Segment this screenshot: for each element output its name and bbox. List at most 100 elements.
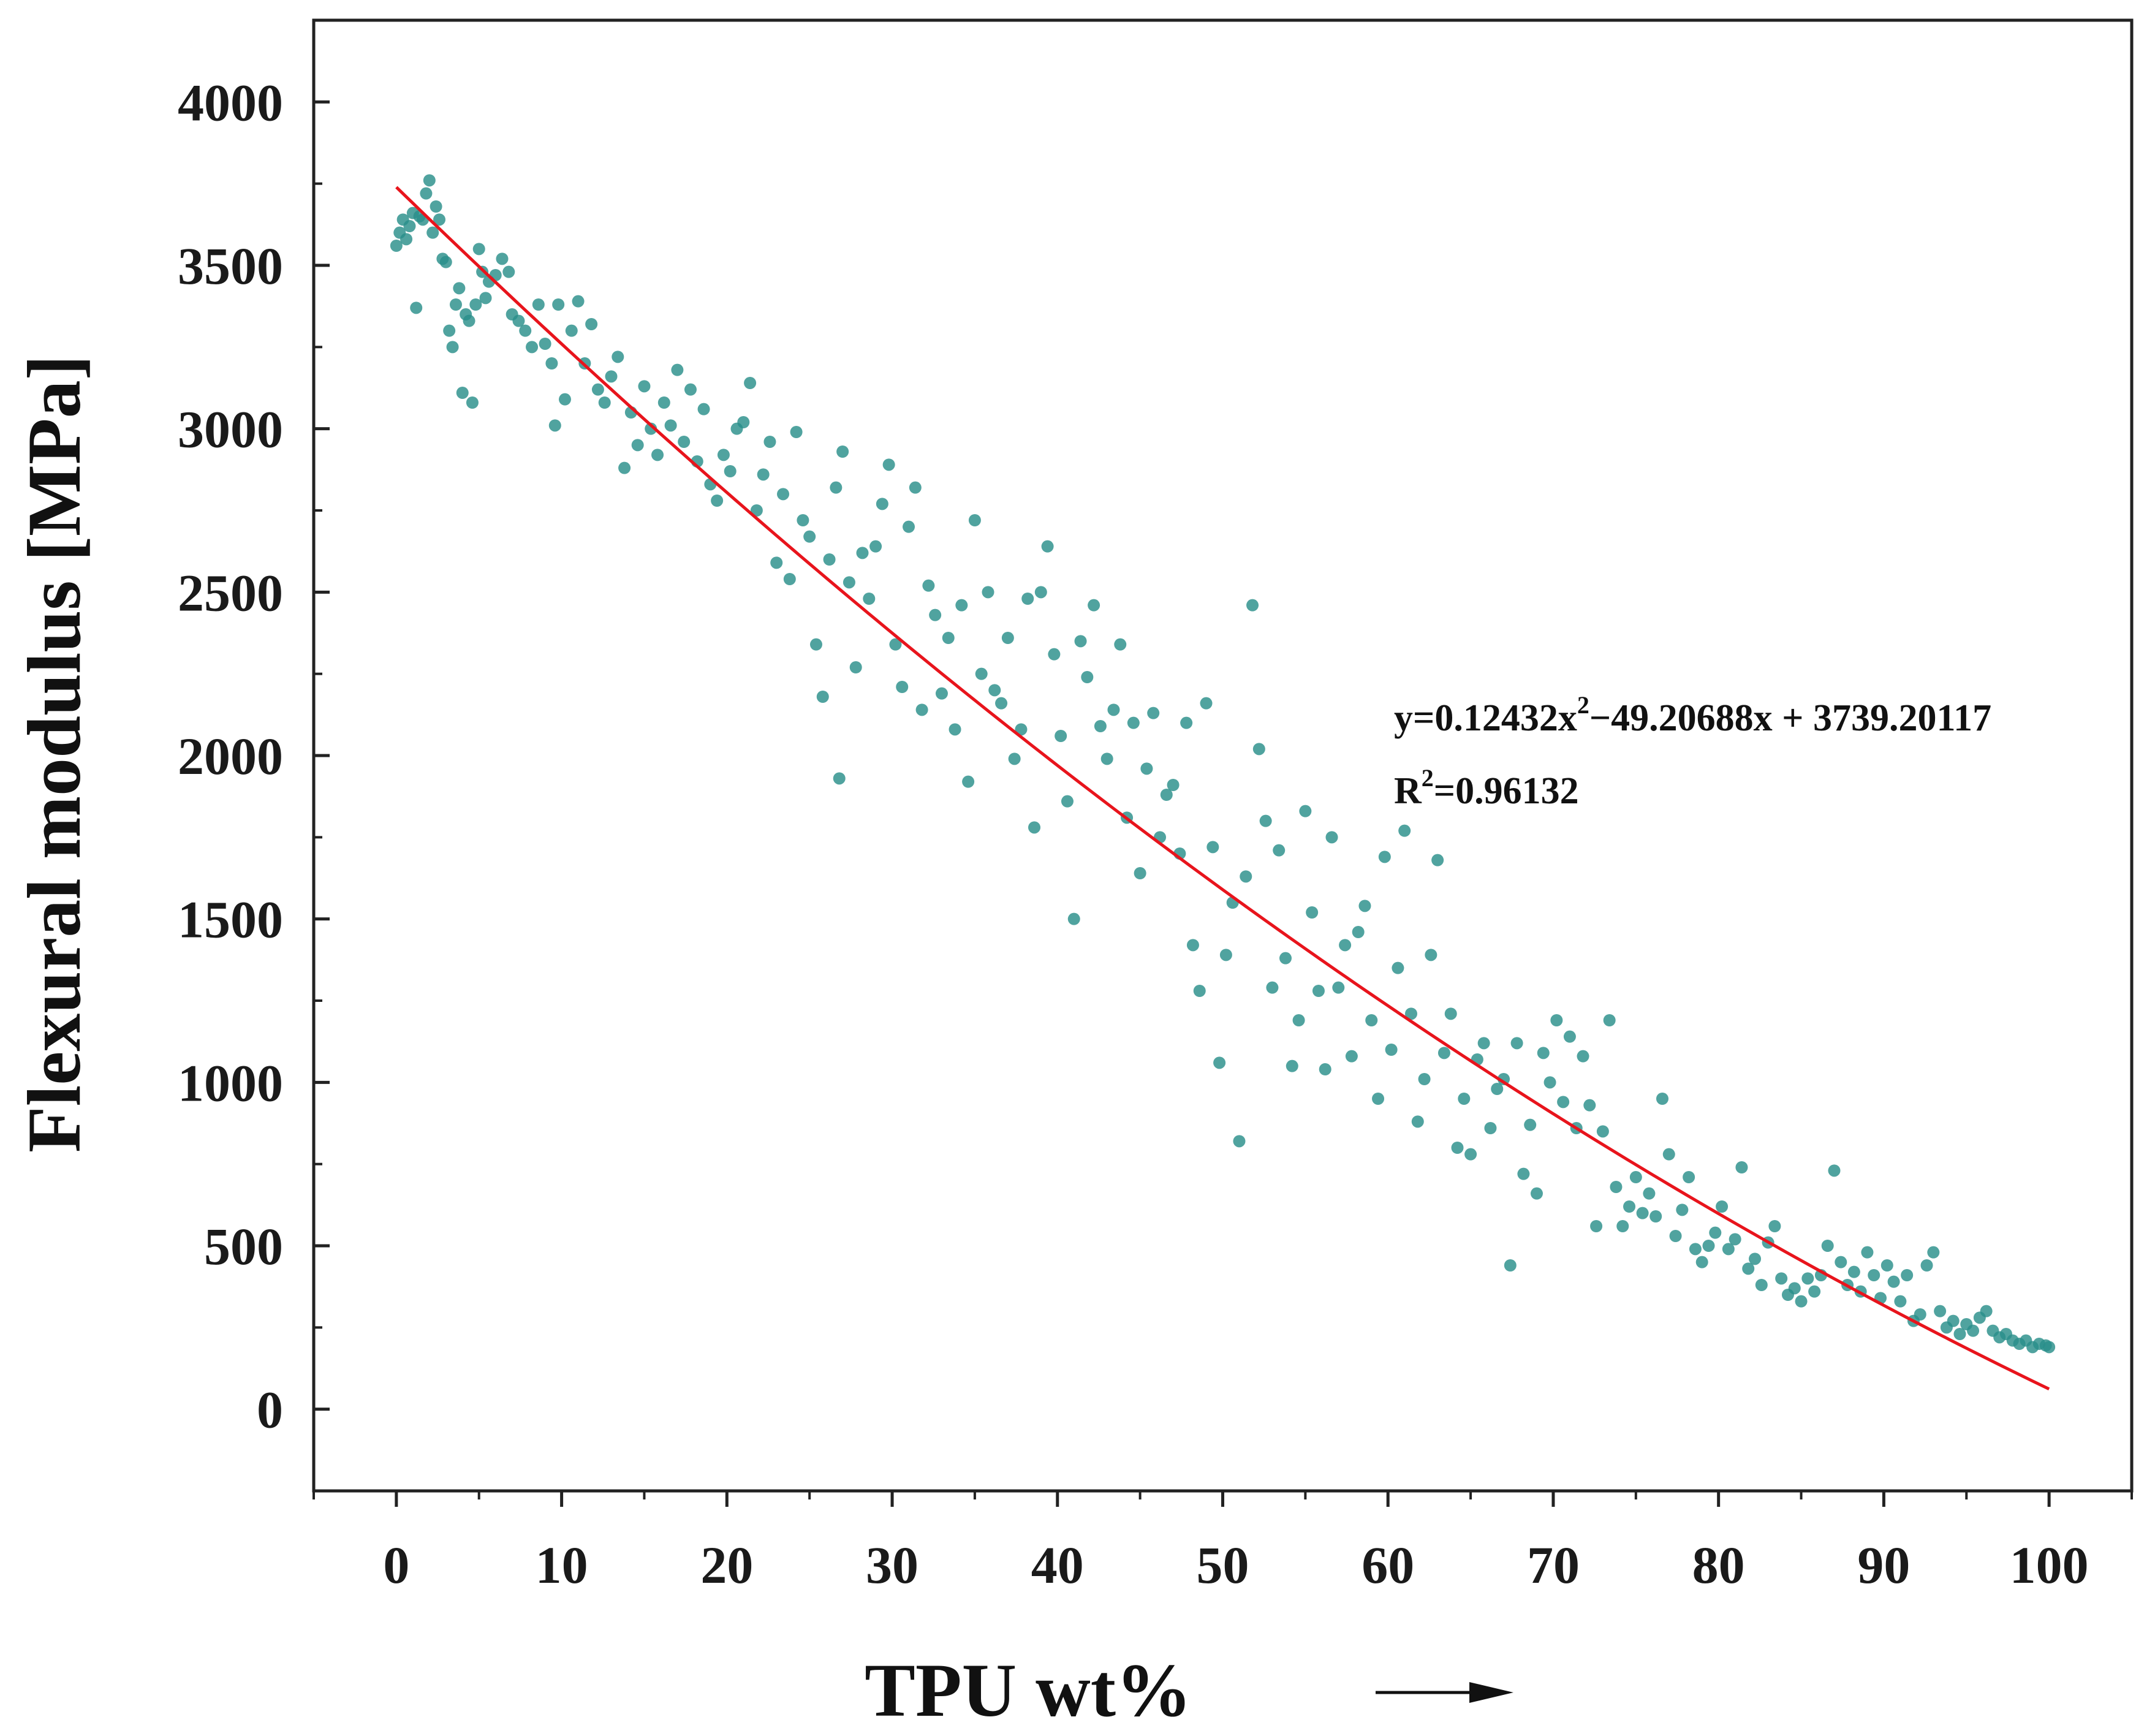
data-point — [1629, 1171, 1642, 1183]
data-point — [1252, 743, 1265, 756]
data-point — [1847, 1265, 1860, 1278]
data-point — [1279, 952, 1292, 965]
data-point — [962, 775, 975, 788]
data-point — [466, 396, 479, 409]
data-point — [856, 547, 869, 559]
data-point — [1795, 1295, 1808, 1308]
data-point — [1392, 961, 1404, 974]
data-point — [1286, 1059, 1298, 1072]
data-point — [1015, 723, 1028, 736]
x-axis-ticks: 0 10 20 30 40 50 60 70 80 90 100 — [312, 1491, 2133, 1594]
data-point — [803, 530, 816, 543]
data-point — [1425, 949, 1437, 961]
data-point — [1920, 1259, 1933, 1272]
data-point — [770, 556, 783, 569]
data-point — [1200, 697, 1213, 710]
data-point — [1477, 1037, 1490, 1050]
data-point — [809, 638, 822, 651]
data-point — [1246, 599, 1259, 612]
fit-equation-exponent: 2 — [1577, 691, 1589, 719]
data-point — [1127, 716, 1140, 729]
data-point — [1061, 795, 1074, 808]
data-point — [426, 226, 439, 239]
data-point — [558, 393, 571, 406]
data-point — [1458, 1093, 1471, 1105]
data-point — [797, 514, 809, 526]
data-point — [502, 265, 515, 278]
data-point — [1861, 1246, 1874, 1259]
data-point — [1616, 1220, 1629, 1232]
data-point — [1835, 1256, 1847, 1268]
data-point — [1543, 1076, 1556, 1089]
data-point — [1901, 1269, 1914, 1281]
data-point — [1240, 870, 1252, 883]
data-point — [1887, 1275, 1900, 1288]
data-point — [390, 240, 403, 252]
data-point — [1088, 599, 1100, 612]
data-point — [605, 370, 618, 383]
fit-r2: R2=0.96132 — [1394, 764, 1579, 812]
data-point — [1167, 779, 1180, 791]
data-point — [548, 419, 561, 432]
data-point — [995, 697, 1008, 710]
data-point — [664, 419, 677, 432]
data-point — [1292, 1014, 1305, 1026]
data-point — [783, 573, 796, 585]
data-point — [684, 383, 697, 396]
data-point — [1927, 1246, 1940, 1259]
data-point — [1001, 632, 1014, 644]
data-point — [1735, 1161, 1748, 1173]
data-point — [1008, 752, 1021, 765]
data-point — [1583, 1099, 1596, 1112]
data-point — [479, 292, 492, 305]
data-point — [935, 687, 948, 700]
data-point — [512, 314, 525, 327]
data-point — [757, 468, 770, 481]
data-point — [1590, 1220, 1603, 1232]
data-point — [439, 256, 452, 268]
data-point — [1021, 593, 1034, 605]
data-point — [889, 638, 902, 651]
data-point — [1880, 1259, 1893, 1272]
data-point — [1636, 1207, 1649, 1219]
x-tick-label: 40 — [1031, 1536, 1084, 1594]
data-point — [1081, 671, 1094, 683]
data-point — [968, 514, 981, 526]
data-point — [1319, 1063, 1331, 1075]
y-axis-ticks: 0 500 1000 1500 2000 2500 3000 3500 4000 — [178, 19, 330, 1492]
data-point — [1325, 831, 1338, 844]
data-point — [1339, 939, 1352, 952]
data-point — [1437, 1047, 1450, 1059]
data-point — [651, 449, 664, 461]
data-points — [390, 174, 2056, 1354]
data-point — [1160, 789, 1173, 801]
x-tick-label: 0 — [383, 1536, 409, 1594]
data-point — [1498, 1073, 1510, 1085]
x-axis-arrow — [1376, 1682, 1513, 1703]
data-point — [1749, 1253, 1762, 1265]
data-point — [1114, 638, 1127, 651]
data-point — [463, 314, 475, 327]
x-tick-label: 80 — [1692, 1536, 1745, 1594]
data-point — [717, 449, 730, 461]
data-point — [1352, 926, 1365, 938]
data-point — [1656, 1093, 1668, 1105]
data-point — [697, 403, 710, 415]
data-point — [472, 243, 485, 256]
data-point — [1067, 912, 1080, 925]
data-point — [423, 174, 436, 187]
data-point — [1577, 1050, 1589, 1063]
data-point — [430, 200, 442, 213]
data-point — [449, 298, 462, 311]
fit-r2-prefix: R — [1394, 770, 1422, 812]
data-point — [1947, 1314, 1960, 1327]
data-point — [1444, 1007, 1457, 1020]
y-tick-label: 1000 — [178, 1053, 283, 1112]
x-tick-label: 100 — [2010, 1536, 2089, 1594]
y-tick-label: 1500 — [178, 890, 283, 949]
data-point — [833, 772, 846, 785]
data-point — [526, 341, 539, 354]
data-point — [1775, 1272, 1788, 1285]
data-point — [922, 579, 935, 592]
